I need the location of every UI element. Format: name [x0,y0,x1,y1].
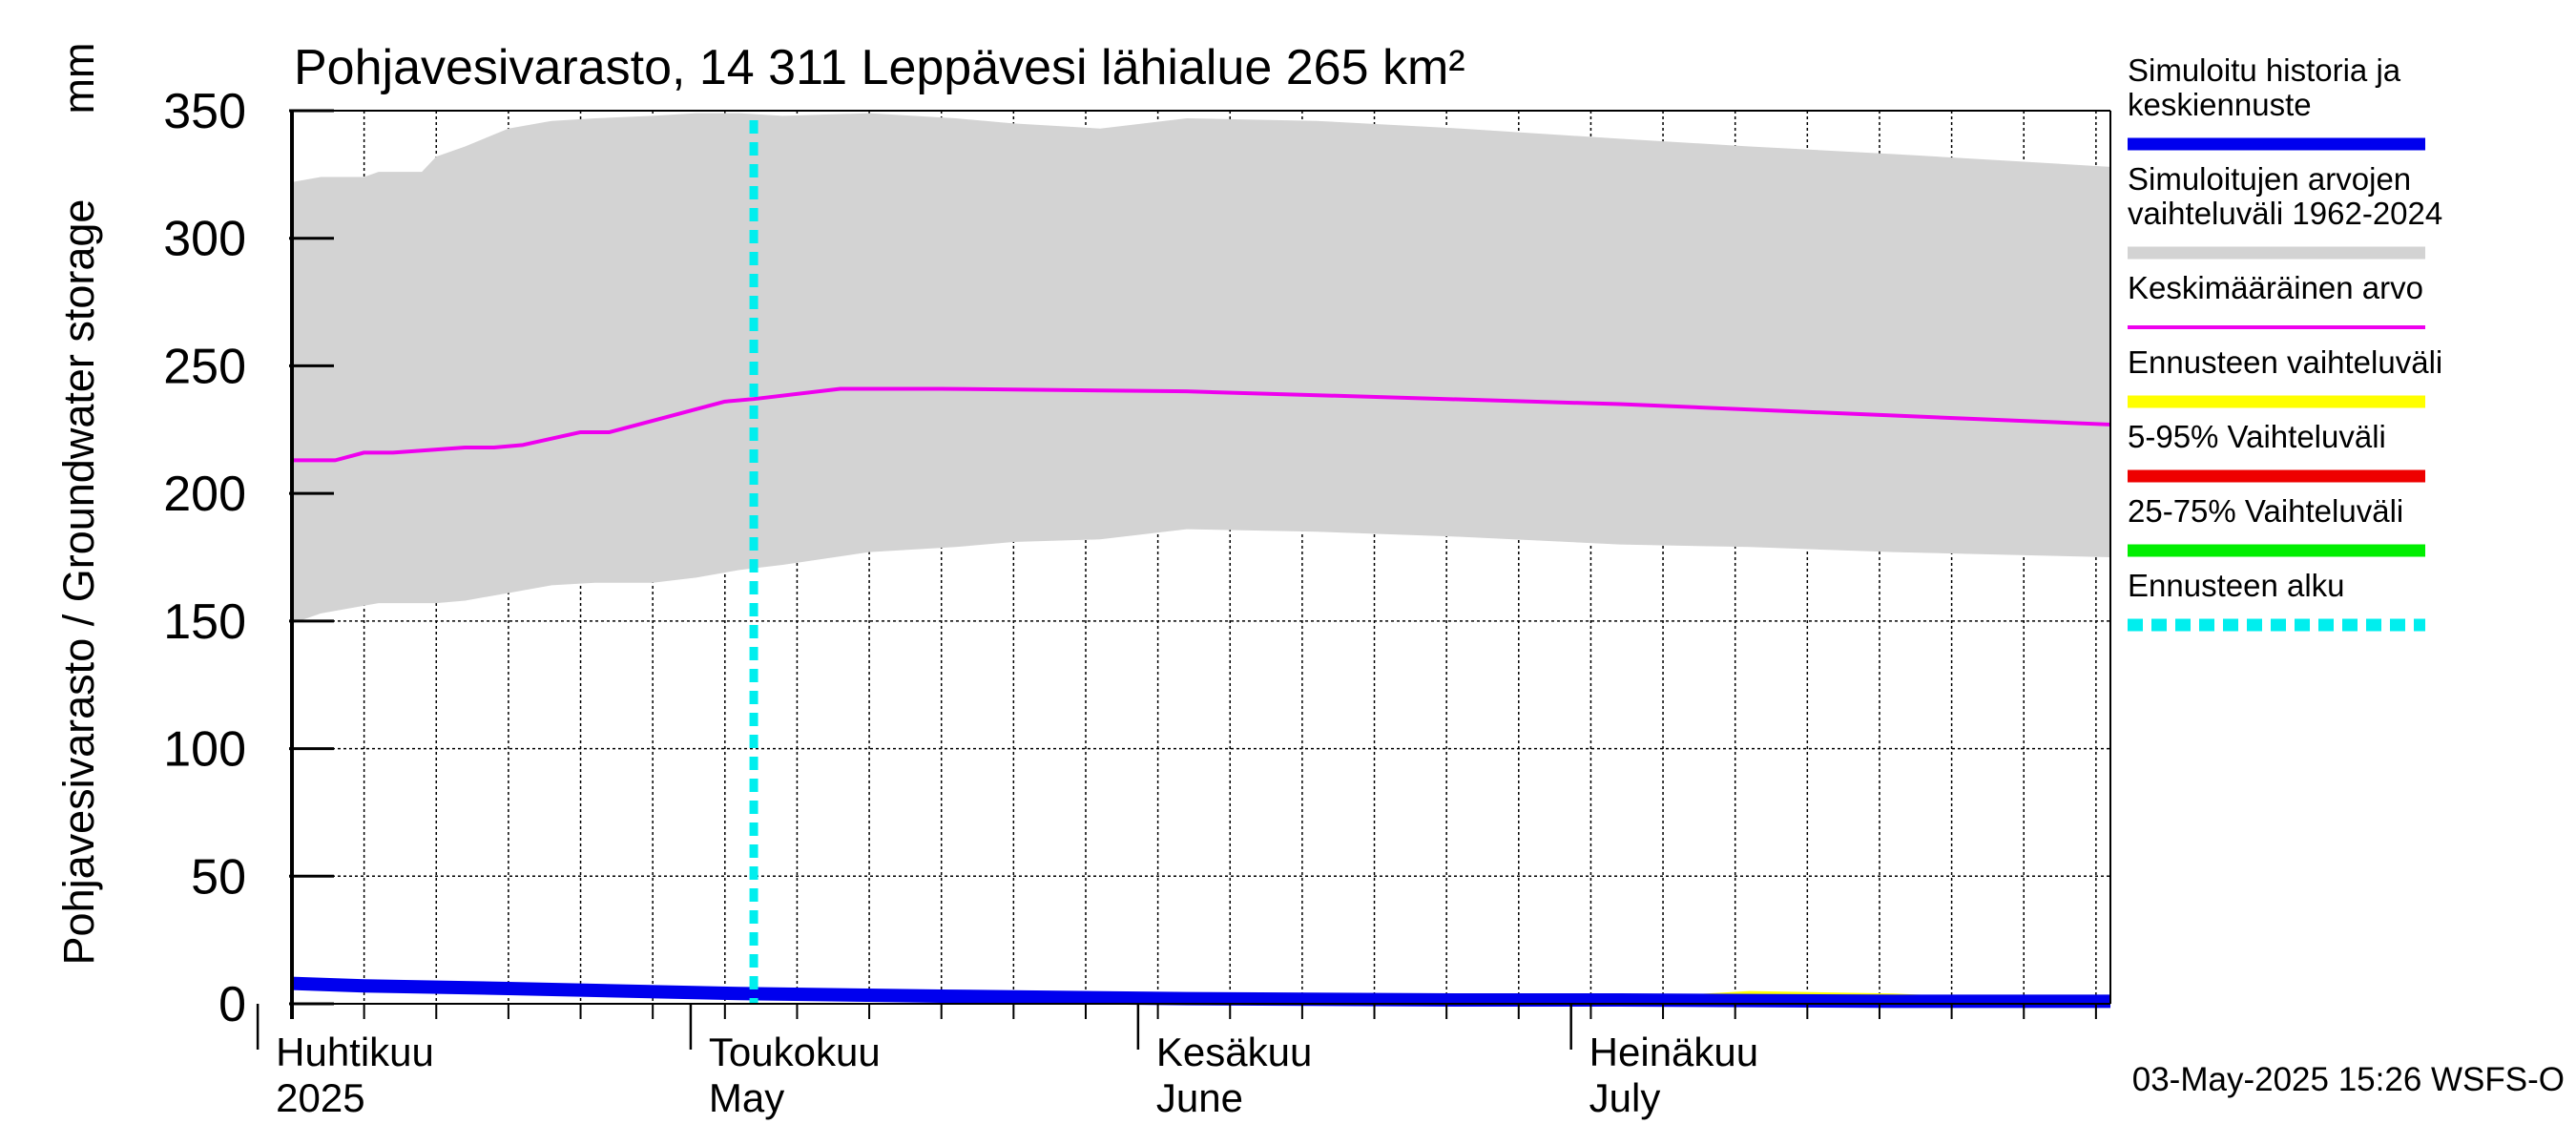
y-axis-label: Pohjavesivarasto / Groundwater storage [54,199,103,966]
x-month-label-fi: Heinäkuu [1589,1030,1758,1074]
legend-label: Simuloitujen arvojen [2128,161,2411,197]
mean-value-line [292,386,2111,463]
legend-label: Ennusteen alku [2128,568,2345,603]
historical-range-band [292,113,2110,624]
legend-label: 25-75% Vaihteluväli [2128,493,2403,529]
x-month-label-en: July [1589,1075,1661,1120]
simulated-history-line [291,976,2110,1009]
x-month-label-fi: Kesäkuu [1156,1030,1312,1074]
y-tick-label: 250 [163,339,246,394]
y-tick-label: 200 [163,467,246,522]
chart-title: Pohjavesivarasto, 14 311 Leppävesi lähia… [294,40,1465,95]
x-month-label-en: May [709,1075,784,1120]
y-tick-label: 150 [163,594,246,650]
x-month-label-fi: Huhtikuu [276,1030,434,1074]
line-series-group [291,386,2111,1009]
timestamp: 03-May-2025 15:26 WSFS-O [2132,1061,2565,1098]
y-tick-label: 100 [163,722,246,778]
legend-label: vaihteluväli 1962-2024 [2128,196,2442,231]
x-month-label-en: 2025 [276,1075,364,1120]
y-tick-label: 50 [191,849,246,905]
legend-label: 5-95% Vaihteluväli [2128,419,2386,454]
y-tick-label: 300 [163,212,246,267]
y-tick-label: 350 [163,84,246,139]
y-tick-label: 0 [218,977,246,1032]
y-axis-unit: mm [54,43,103,114]
legend-label: keskiennuste [2128,87,2312,122]
legend-label: Simuloitu historia ja [2128,52,2401,88]
legend-label: Ennusteen vaihteluväli [2128,344,2442,380]
legend-label: Keskimääräinen arvo [2128,270,2423,305]
x-month-label-en: June [1156,1075,1243,1120]
x-month-label-fi: Toukokuu [709,1030,881,1074]
